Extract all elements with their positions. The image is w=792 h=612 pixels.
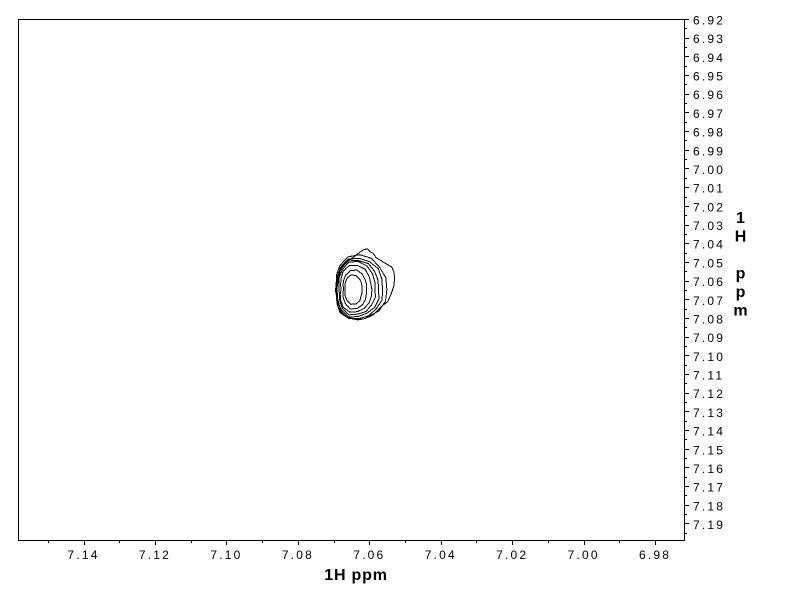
svg-text:6.97: 6.97 bbox=[693, 107, 725, 121]
svg-text:6.96: 6.96 bbox=[693, 88, 725, 102]
svg-text:7.01: 7.01 bbox=[693, 182, 725, 196]
svg-text:7.08: 7.08 bbox=[693, 313, 725, 327]
svg-text:7.09: 7.09 bbox=[693, 331, 725, 345]
svg-text:7.08: 7.08 bbox=[282, 548, 314, 562]
svg-text:7.14: 7.14 bbox=[67, 548, 99, 562]
svg-text:6.94: 6.94 bbox=[693, 51, 725, 65]
svg-text:7.18: 7.18 bbox=[693, 499, 725, 513]
svg-text:7.17: 7.17 bbox=[693, 481, 725, 495]
svg-text:7.04: 7.04 bbox=[425, 548, 457, 562]
svg-text:1H ppm: 1H ppm bbox=[324, 567, 387, 584]
svg-text:7.00: 7.00 bbox=[693, 163, 725, 177]
svg-text:7.02: 7.02 bbox=[693, 200, 725, 214]
svg-text:7.12: 7.12 bbox=[693, 387, 725, 401]
svg-text:p: p bbox=[736, 266, 746, 283]
svg-text:7.10: 7.10 bbox=[210, 548, 242, 562]
svg-text:7.06: 7.06 bbox=[353, 548, 385, 562]
svg-text:7.00: 7.00 bbox=[568, 548, 600, 562]
svg-text:6.95: 6.95 bbox=[693, 70, 725, 84]
svg-text:6.93: 6.93 bbox=[693, 32, 725, 46]
svg-text:7.13: 7.13 bbox=[693, 406, 725, 420]
svg-text:7.16: 7.16 bbox=[693, 462, 725, 476]
svg-text:1: 1 bbox=[736, 210, 745, 227]
svg-text:p: p bbox=[736, 284, 746, 301]
svg-text:7.03: 7.03 bbox=[693, 219, 725, 233]
svg-text:m: m bbox=[733, 303, 747, 320]
svg-text:7.12: 7.12 bbox=[139, 548, 171, 562]
svg-text:7.07: 7.07 bbox=[693, 294, 725, 308]
svg-text:7.06: 7.06 bbox=[693, 275, 725, 289]
svg-text:7.15: 7.15 bbox=[693, 443, 725, 457]
svg-text:6.98: 6.98 bbox=[639, 548, 671, 562]
svg-text:7.05: 7.05 bbox=[693, 256, 725, 270]
svg-text:7.19: 7.19 bbox=[693, 518, 725, 532]
svg-text:7.04: 7.04 bbox=[693, 238, 725, 252]
svg-text:6.99: 6.99 bbox=[693, 144, 725, 158]
svg-text:7.02: 7.02 bbox=[496, 548, 528, 562]
svg-text:H: H bbox=[735, 229, 747, 246]
svg-text:7.14: 7.14 bbox=[693, 425, 725, 439]
svg-text:6.98: 6.98 bbox=[693, 126, 725, 140]
svg-text:7.10: 7.10 bbox=[693, 350, 725, 364]
svg-text:7.11: 7.11 bbox=[693, 369, 724, 383]
svg-text:6.92: 6.92 bbox=[693, 14, 725, 28]
